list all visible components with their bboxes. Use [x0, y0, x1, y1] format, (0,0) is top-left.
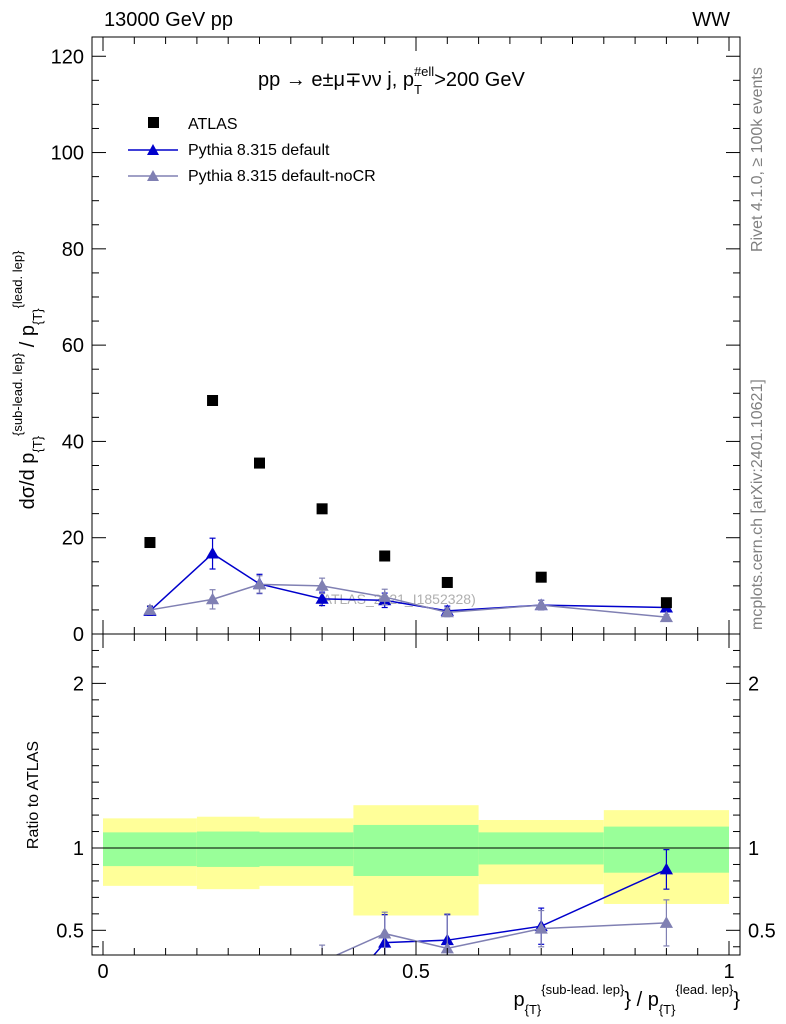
ratio-point-marker [378, 927, 392, 939]
ratio-band-inner [103, 832, 197, 867]
x-axis-label: p{T}{sub-lead. lep}} / p{T}{lead. lep}} [513, 982, 740, 1017]
header-left: 13000 GeV pp [104, 9, 233, 31]
xlabel-p2: } / p [624, 989, 658, 1011]
main-ylabel-part1: dσ/d p [17, 453, 39, 510]
ratio-xtick-label: 0 [97, 961, 108, 983]
main-ytick-label: 40 [62, 431, 84, 453]
ratio-band-inner [259, 832, 354, 867]
main-ylabel-sup2: {lead. lep} [10, 250, 25, 308]
main-ylabel-part2: / p [17, 325, 39, 353]
main-point-marker [659, 610, 673, 623]
main-point-marker [205, 546, 220, 559]
xlabel-sup2: {lead. lep} [675, 982, 733, 997]
main-point-marker [315, 579, 329, 591]
legend-marker-atlas [148, 117, 159, 128]
main-series-line-2 [149, 583, 667, 618]
plot-title-tail: >200 GeV [434, 69, 525, 91]
main-series-layer [143, 394, 673, 623]
main-ylabel-sub2: {T} [30, 308, 45, 325]
atlas-data-point [254, 457, 265, 469]
atlas-data-point [207, 394, 219, 406]
ratio-xtick-label: 1 [723, 961, 734, 983]
ratio-ytick-label: 0.5 [56, 920, 84, 942]
plot-title-sup: #ell [414, 64, 434, 79]
ratio-panel [92, 805, 740, 916]
rivet-label: Rivet 4.1.0, ≥ 100k events [749, 67, 766, 252]
ratio-ytick-label: 1 [73, 838, 84, 860]
ratio-point-marker [659, 916, 673, 928]
legend-label-atlas: ATLAS [188, 116, 238, 133]
legend-label-default: Pythia 8.315 default [188, 142, 330, 159]
plot-title-main: pp → e±μ∓νν j, p [258, 69, 414, 91]
header-right: WW [692, 9, 730, 31]
main-ytick-label: 60 [62, 335, 84, 357]
atlas-data-point [144, 537, 156, 549]
xlabel-close: } [733, 989, 740, 1011]
main-ytick-label: 100 [51, 143, 84, 165]
main-point-marker [378, 590, 392, 602]
atlas-data-point [316, 503, 328, 515]
xlabel-sub2: {T} [659, 1002, 676, 1017]
main-ylabel-sub1: {T} [30, 435, 45, 452]
main-ylabel-sup1: {sub-lead. lep} [10, 352, 25, 436]
main-ytick-label: 0 [73, 624, 84, 646]
main-point-marker [252, 577, 267, 590]
main-point-marker [534, 598, 548, 611]
ratio-ytick-label-right: 1 [748, 838, 759, 860]
main-ytick-label: 120 [51, 46, 84, 68]
atlas-data-point [441, 576, 453, 588]
ratio-ylabel: Ratio to ATLAS [25, 741, 42, 849]
legend-label-nocr: Pythia 8.315 default-noCR [188, 168, 376, 185]
ratio-point-marker [534, 922, 548, 934]
xlabel-sub1: {T} [525, 1002, 542, 1017]
xlabel-p1: p [513, 989, 524, 1011]
ratio-point-marker [322, 954, 323, 955]
ratio-band-inner [196, 831, 260, 867]
main-point-marker [440, 605, 454, 618]
main-ytick-label: 80 [62, 239, 84, 261]
atlas-data-point [660, 597, 672, 609]
plot-title: pp → e±μ∓νν j, pT #ell>200 GeV [258, 64, 525, 97]
main-axes: 0 20 40 60 80 100 120 [51, 36, 741, 646]
legend-marker-nocr [147, 170, 159, 181]
ratio-ytick-label: 2 [73, 673, 84, 695]
ratio-axes: 0.5 0.5 1 1 2 2 0 0.5 1 [56, 633, 776, 983]
ratio-ytick-label-right: 0.5 [748, 920, 776, 942]
analysis-watermark: (ATLAS_2021_I1852328) [318, 591, 476, 607]
ratio-series-line-1 [334, 922, 667, 955]
ratio-xtick-label: 0.5 [402, 961, 430, 983]
main-point-marker [315, 592, 329, 604]
ratio-ytick-label-right: 2 [748, 673, 759, 695]
ratio-point-marker [440, 941, 454, 954]
main-point-marker [205, 592, 220, 605]
main-ytick-label: 20 [62, 528, 84, 550]
main-ylabel: dσ/d p{T}{sub-lead. lep} / p{T}{lead. le… [10, 250, 45, 509]
atlas-data-point [379, 550, 391, 562]
plot-title-sub: T [414, 82, 422, 97]
xlabel-sup1: {sub-lead. lep} [541, 982, 625, 997]
legend-marker-default [147, 144, 159, 155]
legend: ATLAS Pythia 8.315 default Pythia 8.315 … [128, 116, 376, 185]
atlas-data-point [535, 571, 547, 583]
mcplots-label: mcplots.cern.ch [arXiv:2401.10621] [749, 379, 766, 630]
ratio-point-marker [659, 862, 673, 875]
ratio-band-inner [353, 824, 479, 876]
main-point-marker [143, 603, 157, 615]
